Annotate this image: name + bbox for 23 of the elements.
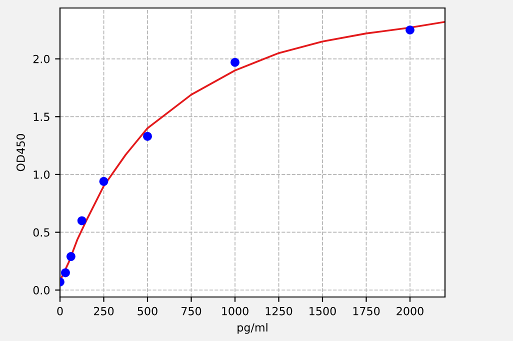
y-tick-label: 1.5 [34, 112, 50, 122]
y-tick-label: 0.0 [33, 286, 50, 294]
x-tick-label: 1000 [222, 306, 248, 316]
x-tick-label: 250 [94, 306, 114, 316]
y-tick-label: 2.0 [33, 54, 50, 64]
y-tick-label: 0.5 [33, 228, 50, 237]
x-tick-label: 1500 [310, 306, 336, 316]
point [66, 252, 76, 262]
x-tick-label: 1750 [353, 306, 380, 316]
point [230, 58, 240, 67]
point [143, 132, 152, 141]
x-tick-label: 0 [57, 306, 63, 316]
point [406, 25, 414, 34]
point [60, 268, 70, 278]
x-tick-label: 500 [138, 306, 158, 316]
x-tick-label: 1250 [266, 306, 292, 316]
y-axis-title: OD450 [16, 134, 25, 172]
x-axis-title: pg/ml [238, 323, 268, 334]
x-tick-label: 2000 [396, 306, 424, 316]
x-tick-label: 750 [182, 306, 202, 316]
y-tick-label: 1.0 [34, 170, 50, 179]
point [77, 216, 86, 226]
point [99, 176, 108, 186]
